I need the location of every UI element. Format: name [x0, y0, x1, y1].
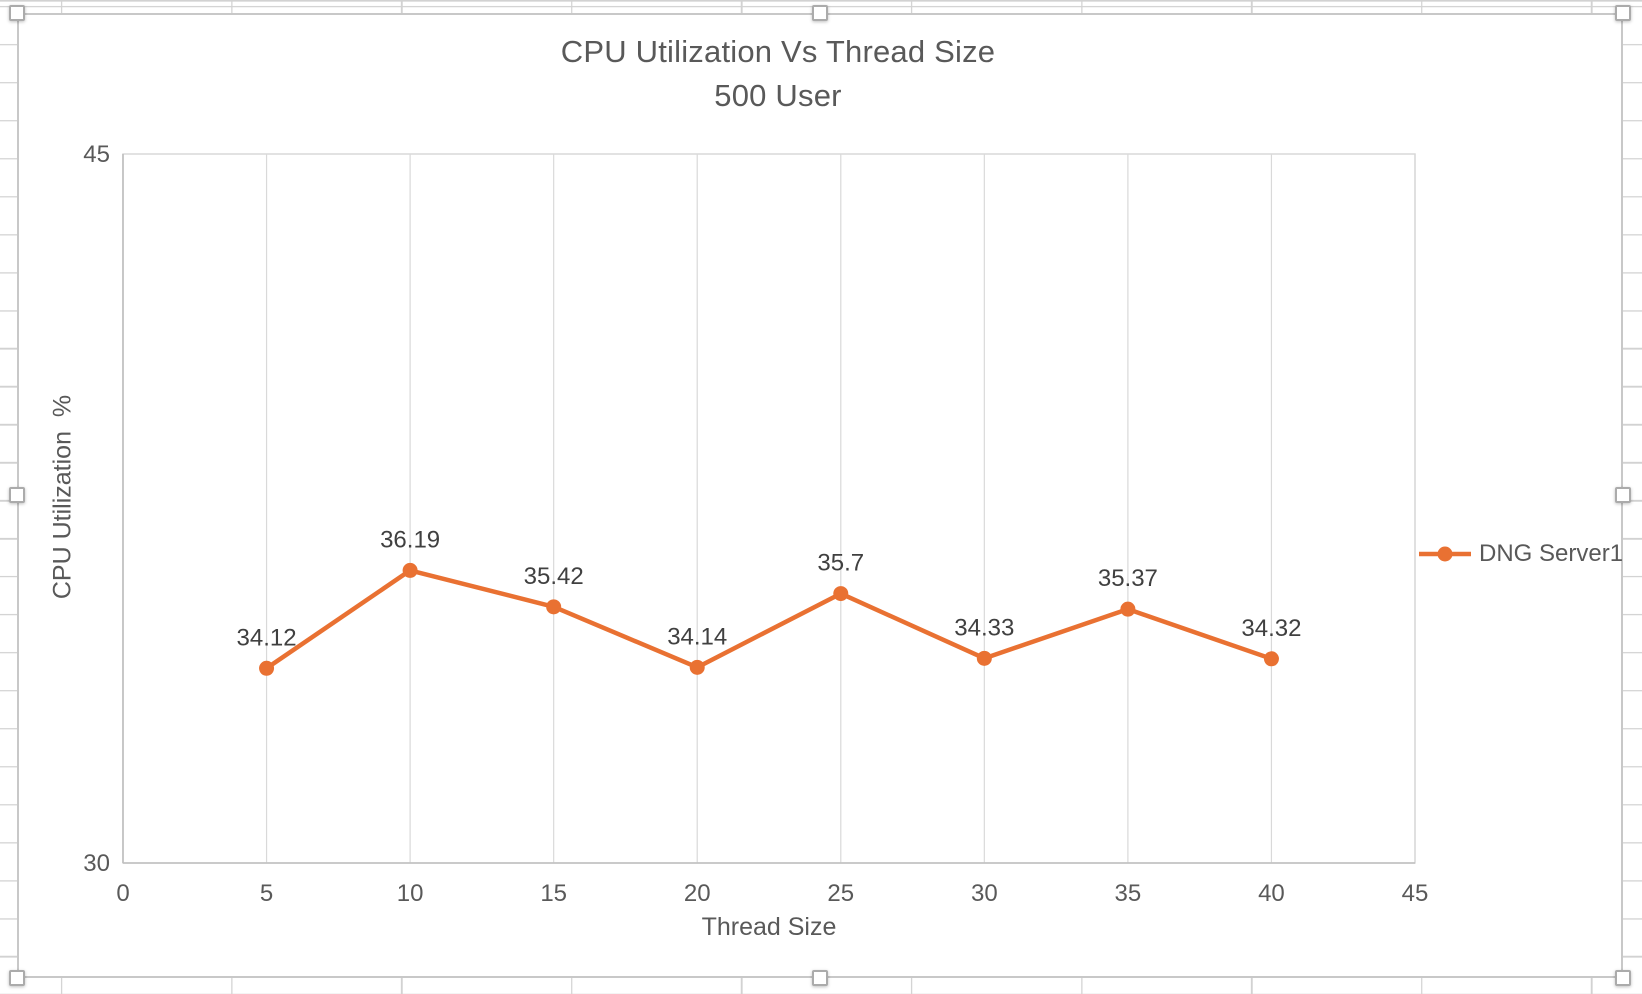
x-tick-label: 30 — [971, 880, 998, 907]
data-point-label[interactable]: 36.19 — [380, 526, 440, 553]
chart-title[interactable]: CPU Utilization Vs Thread Size 500 User — [428, 30, 1128, 118]
data-point-marker[interactable] — [402, 562, 418, 578]
data-point-label[interactable]: 34.14 — [667, 623, 727, 650]
x-axis-title[interactable]: Thread Size — [701, 913, 837, 941]
chart-object[interactable] — [17, 13, 1623, 978]
x-tick-label: 45 — [1402, 880, 1429, 907]
resize-handle-top-center[interactable] — [812, 5, 828, 21]
resize-handle-top-left[interactable] — [9, 5, 25, 21]
data-point-marker[interactable] — [689, 659, 705, 675]
series-line[interactable] — [264, 568, 1274, 671]
chart-title-line1: CPU Utilization Vs Thread Size — [560, 34, 996, 69]
resize-handle-top-right[interactable] — [1615, 5, 1631, 21]
legend-label: DNG Server1 — [1479, 540, 1624, 567]
resize-handle-bottom-left[interactable] — [9, 970, 25, 986]
data-point-marker[interactable] — [833, 586, 849, 602]
x-tick-label: 10 — [397, 880, 424, 907]
data-point-label[interactable]: 35.37 — [1098, 565, 1158, 592]
data-point-label[interactable]: 34.32 — [1241, 615, 1301, 642]
y-axis-title[interactable]: CPU Utilization % — [48, 394, 77, 600]
x-tick-label: 35 — [1115, 880, 1142, 907]
legend-series-marker-icon — [1419, 546, 1471, 562]
data-point-label[interactable]: 34.12 — [237, 624, 297, 651]
data-point-marker[interactable] — [546, 599, 562, 615]
data-point-marker[interactable] — [1263, 651, 1279, 667]
x-tick-label: 20 — [684, 880, 711, 907]
resize-handle-middle-left[interactable] — [9, 487, 25, 503]
chart-title-line2: 500 User — [714, 78, 842, 113]
x-tick-label: 15 — [540, 880, 567, 907]
resize-handle-middle-right[interactable] — [1615, 487, 1631, 503]
data-point-label[interactable]: 35.7 — [817, 550, 864, 577]
y-tick-label: 30 — [83, 850, 110, 877]
x-tick-label: 0 — [116, 880, 129, 907]
x-tick-label: 40 — [1258, 880, 1285, 907]
data-point-marker[interactable] — [259, 660, 275, 676]
plot-border — [122, 153, 1416, 864]
legend[interactable]: DNG Server1 — [1418, 540, 1623, 568]
data-point-marker[interactable] — [1120, 601, 1136, 617]
data-point-marker[interactable] — [976, 650, 992, 666]
data-point-label[interactable]: 34.33 — [954, 614, 1014, 641]
resize-handle-bottom-center[interactable] — [812, 970, 828, 986]
data-point-label[interactable]: 35.42 — [524, 563, 584, 590]
x-tick-label: 25 — [827, 880, 854, 907]
resize-handle-bottom-right[interactable] — [1615, 970, 1631, 986]
y-tick-label: 45 — [83, 141, 110, 168]
x-tick-label: 5 — [260, 880, 273, 907]
